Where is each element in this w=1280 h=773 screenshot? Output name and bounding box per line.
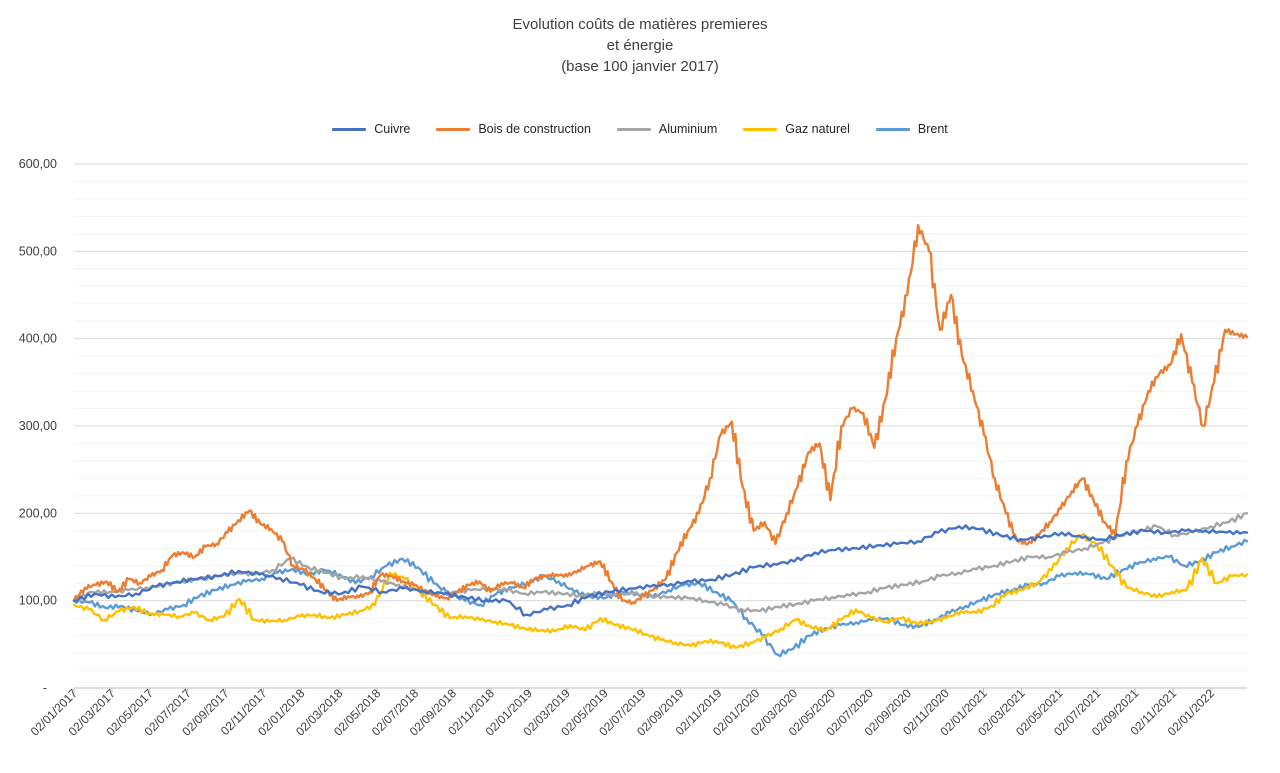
legend-swatch-brent [875, 127, 910, 131]
y-tick-label: 400,00 [19, 332, 57, 346]
legend-label-bois: Bois de construction [478, 122, 591, 136]
y-tick-label: 600,00 [19, 157, 57, 171]
legend-swatch-cuivre [332, 127, 367, 131]
legend-label-aluminium: Aluminium [658, 122, 718, 136]
grid-lines [74, 163, 1247, 671]
legend-item-brent: Brent [875, 120, 948, 138]
y-tick-label: 100,00 [19, 594, 57, 608]
chart-title-line-1: Evolution coûts de matières premieres [512, 16, 768, 33]
legend-item-bois: Bois de construction [436, 120, 591, 138]
legend-label-gaz: Gaz naturel [785, 122, 850, 136]
legend-swatch-gaz [743, 127, 778, 131]
chart-title-line-3: (base 100 janvier 2017) [561, 58, 719, 75]
chart-legend: Cuivre Bois de construction Aluminium Ga… [0, 120, 1280, 138]
legend-label-brent: Brent [917, 122, 948, 136]
legend-label-cuivre: Cuivre [374, 122, 411, 136]
legend-swatch-aluminium [616, 127, 651, 131]
legend-item-cuivre: Cuivre [332, 120, 410, 138]
y-axis: - 100,00 200,00 300,00 400,00 500,00 600,00 [19, 157, 57, 695]
series-lines [72, 223, 1249, 658]
legend-item-gaz: Gaz naturel [743, 120, 850, 138]
y-tick-label: 500,00 [19, 244, 57, 258]
y-tick-label: 200,00 [19, 506, 57, 520]
legend-item-aluminium: Aluminium [616, 120, 718, 138]
series-line-bois-de-construction [72, 223, 1249, 606]
legend-swatch-bois [436, 127, 471, 131]
y-tick-label: 300,00 [19, 419, 57, 433]
chart-title-line-2: et énergie [606, 37, 674, 54]
series-line-gaz-naturel [72, 532, 1249, 650]
chart-title: Evolution coûts de matières premieres et… [0, 14, 1280, 77]
series-line-cuivre [72, 524, 1249, 617]
series-line-aluminium [72, 512, 1249, 613]
x-axis: 02/01/201702/03/201702/05/201702/07/2017… [28, 686, 1247, 739]
y-tick-label: - [43, 681, 47, 695]
